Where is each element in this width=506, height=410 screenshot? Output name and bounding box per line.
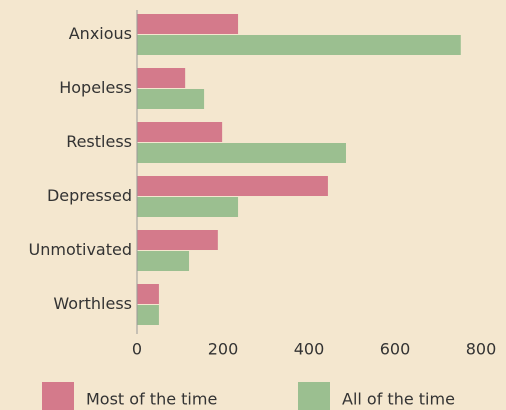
y-tick-label: Anxious (69, 24, 132, 43)
bar (137, 122, 223, 142)
legend-label: All of the time (342, 390, 455, 409)
bar (137, 251, 190, 271)
bar (137, 197, 239, 217)
bar (137, 89, 205, 109)
y-tick-label: Worthless (53, 294, 132, 313)
bar (137, 176, 328, 196)
bar (137, 230, 218, 250)
legend-swatch (298, 382, 330, 410)
bar (137, 143, 346, 163)
legend-swatch (42, 382, 74, 410)
bar (137, 305, 159, 325)
legend-label: Most of the time (86, 390, 217, 409)
x-tick-label: 400 (294, 340, 325, 359)
y-tick-label: Hopeless (59, 78, 132, 97)
bar (137, 68, 186, 88)
x-tick-label: 200 (208, 340, 239, 359)
x-tick-label: 0 (132, 340, 142, 359)
x-tick-label: 600 (380, 340, 411, 359)
y-tick-label: Restless (66, 132, 132, 151)
y-tick-label: Unmotivated (29, 240, 133, 259)
x-tick-label: 800 (466, 340, 497, 359)
bar (137, 14, 239, 34)
bar (137, 35, 461, 55)
bar (137, 284, 159, 304)
y-tick-label: Depressed (47, 186, 132, 205)
